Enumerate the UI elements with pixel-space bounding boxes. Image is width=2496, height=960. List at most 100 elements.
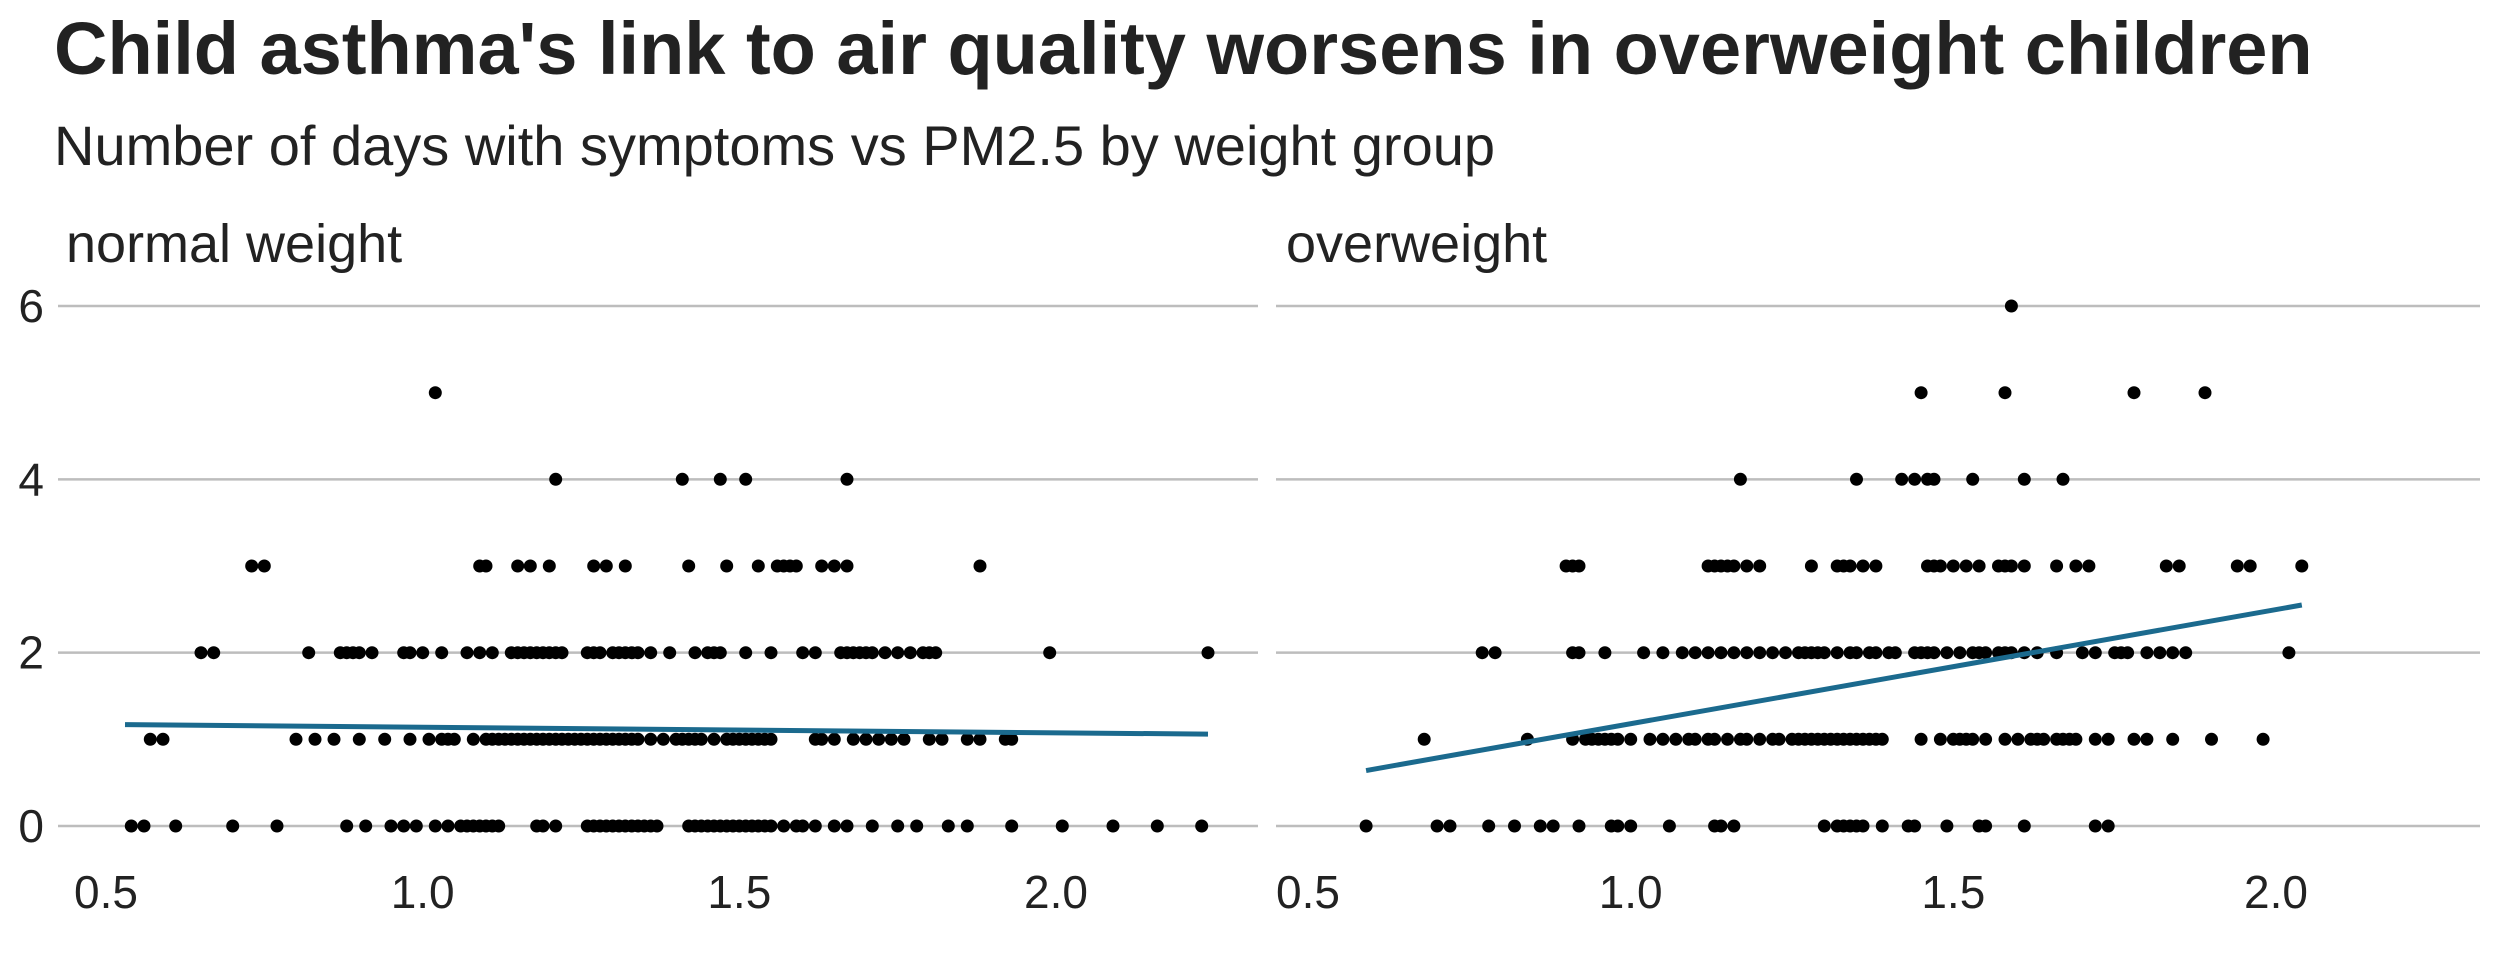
data-point (1417, 732, 1431, 746)
data-point (2101, 732, 2115, 746)
trend-line (124, 722, 1209, 737)
data-point (1979, 646, 1993, 660)
data-point (2179, 646, 2193, 660)
data-point (1708, 732, 1722, 746)
data-point (1727, 559, 1741, 573)
data-point (1940, 646, 1954, 660)
data-point (460, 646, 474, 660)
data-point (618, 559, 632, 573)
data-point (960, 819, 974, 833)
data-point (1701, 646, 1715, 660)
panel-title: overweight (1286, 214, 1547, 274)
data-point (1675, 646, 1689, 660)
data-point (403, 732, 417, 746)
data-point (840, 559, 854, 573)
data-point (720, 559, 734, 573)
data-point (1850, 472, 1863, 486)
data-point (1714, 819, 1728, 833)
data-point (872, 732, 886, 746)
data-point (1895, 472, 1909, 486)
data-point (2230, 559, 2244, 573)
data-point (1430, 819, 1444, 833)
data-point (1643, 732, 1657, 746)
data-point (1688, 646, 1702, 660)
data-point (846, 732, 860, 746)
data-point (941, 819, 955, 833)
y-tick-label: 0 (18, 800, 44, 852)
data-point (675, 472, 689, 486)
data-point (2172, 559, 2186, 573)
data-point (1875, 819, 1889, 833)
data-point (2004, 299, 2018, 313)
data-point (973, 732, 987, 746)
data-point (2017, 819, 2031, 833)
data-point (447, 732, 461, 746)
data-point (593, 646, 607, 660)
data-point (1005, 732, 1019, 746)
data-point (739, 646, 753, 660)
x-tick-label: 2.0 (2244, 866, 2308, 918)
panel-title: normal weight (66, 214, 402, 274)
data-point (1727, 646, 1741, 660)
data-point (960, 732, 974, 746)
data-point (2198, 386, 2212, 400)
data-point (929, 646, 943, 660)
data-point (302, 646, 316, 660)
data-point (365, 646, 379, 660)
data-point (1150, 819, 1164, 833)
data-point (1966, 472, 1980, 486)
data-point (2166, 732, 2180, 746)
data-point (1482, 819, 1496, 833)
data-point (891, 646, 905, 660)
x-tick-label: 0.5 (1276, 866, 1340, 918)
data-point (1662, 819, 1676, 833)
data-point (663, 646, 677, 660)
data-point (688, 646, 702, 660)
data-point (2127, 732, 2141, 746)
data-point (1572, 819, 1586, 833)
data-point (878, 646, 892, 660)
data-point (599, 559, 613, 573)
data-point (435, 646, 449, 660)
data-point (1817, 819, 1831, 833)
data-point (1914, 386, 1928, 400)
data-point (884, 732, 898, 746)
chart-subtitle: Number of days with symptoms vs PM2.5 by… (54, 114, 1496, 177)
trend-line (1365, 602, 2303, 773)
data-point (859, 732, 873, 746)
data-point (631, 732, 645, 746)
data-point (403, 646, 417, 660)
data-point (1772, 732, 1786, 746)
data-point (2075, 646, 2089, 660)
data-point (523, 559, 537, 573)
data-point (1195, 819, 1209, 833)
data-point (270, 819, 284, 833)
data-point (1998, 386, 2012, 400)
data-point (2088, 732, 2102, 746)
data-point (865, 819, 879, 833)
data-point (650, 819, 664, 833)
data-point (1656, 732, 1670, 746)
data-point (2004, 559, 2018, 573)
data-point (2153, 646, 2167, 660)
data-point (1933, 559, 1947, 573)
data-point (764, 819, 778, 833)
data-point (707, 732, 721, 746)
data-point (1875, 732, 1889, 746)
data-point (1908, 472, 1922, 486)
data-point (1733, 472, 1747, 486)
data-point (194, 646, 208, 660)
data-point (2037, 732, 2051, 746)
data-point (694, 732, 708, 746)
data-point (1598, 646, 1612, 660)
x-tick-label: 1.0 (391, 866, 455, 918)
y-tick-label: 6 (18, 280, 44, 332)
data-point (910, 819, 924, 833)
data-point (1055, 819, 1069, 833)
data-point (827, 819, 841, 833)
data-point (1359, 819, 1373, 833)
data-point (1869, 559, 1883, 573)
data-point (1546, 819, 1560, 833)
data-point (384, 819, 398, 833)
